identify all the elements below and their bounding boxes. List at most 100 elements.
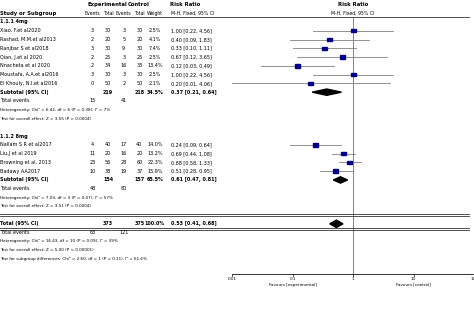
Text: 0.12 [0.03, 0.49]: 0.12 [0.03, 0.49]	[171, 63, 211, 68]
Text: 11: 11	[89, 151, 96, 156]
Text: 0.67 [0.12, 3.65]: 0.67 [0.12, 3.65]	[171, 55, 211, 59]
Text: Total events: Total events	[0, 230, 29, 235]
Text: Total: Total	[134, 11, 145, 16]
Text: 2: 2	[122, 81, 125, 86]
Text: Heterogeneity: Chi² = 16.43, df = 10 (P = 0.09); I² = 39%: Heterogeneity: Chi² = 16.43, df = 10 (P …	[0, 240, 118, 243]
Text: 20: 20	[105, 37, 111, 42]
Text: Test for overall effect: Z = 5.00 (P < 0.00001): Test for overall effect: Z = 5.00 (P < 0…	[0, 248, 94, 252]
Text: 30: 30	[105, 46, 111, 51]
Text: 13.2%: 13.2%	[147, 151, 163, 156]
Text: 1.00 [0.22, 4.56]: 1.00 [0.22, 4.56]	[171, 72, 211, 77]
Text: 40: 40	[105, 142, 111, 147]
Text: 25: 25	[105, 55, 111, 59]
Text: Nnacheta et al 2020: Nnacheta et al 2020	[0, 63, 50, 68]
Text: 34.5%: 34.5%	[146, 90, 164, 95]
Text: 20: 20	[136, 37, 143, 42]
Bar	[351, 29, 356, 32]
Text: 2.5%: 2.5%	[149, 72, 161, 77]
Text: Favours [experimental]: Favours [experimental]	[269, 283, 317, 287]
Text: 4.1%: 4.1%	[149, 37, 161, 42]
Text: Browning et al. 2013: Browning et al. 2013	[0, 160, 51, 165]
Text: Heterogeneity: Chi² = 7.03, df = 3 (P = 0.07); I² = 57%: Heterogeneity: Chi² = 7.03, df = 3 (P = …	[0, 196, 113, 199]
Text: Risk Ratio: Risk Ratio	[170, 2, 200, 7]
Text: 50: 50	[105, 81, 111, 86]
Text: Events: Events	[116, 11, 131, 16]
Text: 19: 19	[121, 169, 127, 174]
Text: 16: 16	[120, 63, 127, 68]
Text: 0.33 [0.10, 1.11]: 0.33 [0.10, 1.11]	[171, 46, 211, 51]
Text: 10: 10	[411, 277, 416, 281]
Text: Test for overall effect: Z = 3.51 (P = 0.0004): Test for overall effect: Z = 3.51 (P = 0…	[0, 204, 91, 208]
Text: Total events: Total events	[0, 99, 29, 103]
Text: 0.1: 0.1	[290, 277, 296, 281]
Text: 0.01: 0.01	[228, 277, 237, 281]
Text: Total (95% CI): Total (95% CI)	[0, 221, 38, 226]
Text: Experimental: Experimental	[88, 2, 127, 7]
Text: Heterogeneity: Chi² = 6.42, df = 6 (P = 0.38); I² = 7%: Heterogeneity: Chi² = 6.42, df = 6 (P = …	[0, 108, 110, 112]
Bar	[333, 169, 338, 173]
Text: 121: 121	[119, 230, 128, 235]
Text: 2: 2	[91, 37, 94, 42]
Bar	[340, 55, 345, 59]
Text: 0.51 [0.28, 0.95]: 0.51 [0.28, 0.95]	[171, 169, 211, 174]
Text: Nallam S R et al2017: Nallam S R et al2017	[0, 142, 52, 147]
Bar	[347, 161, 352, 164]
Text: 0.37 [0.21, 0.64]: 0.37 [0.21, 0.64]	[171, 90, 216, 95]
Text: 63: 63	[89, 230, 96, 235]
Text: 33: 33	[136, 63, 143, 68]
Text: 2.1%: 2.1%	[149, 81, 161, 86]
Text: 1.00 [0.22, 4.56]: 1.00 [0.22, 4.56]	[171, 28, 211, 33]
Text: 3: 3	[122, 72, 125, 77]
Text: 41: 41	[120, 99, 127, 103]
Text: 20: 20	[105, 151, 111, 156]
Text: 5: 5	[122, 37, 125, 42]
Text: Subtotal (95% CI): Subtotal (95% CI)	[0, 178, 48, 182]
Text: 3: 3	[122, 55, 125, 59]
Text: 30: 30	[136, 46, 143, 51]
Text: Moustafa, A.A.et al2016: Moustafa, A.A.et al2016	[0, 72, 58, 77]
Text: 15.9%: 15.9%	[147, 169, 163, 174]
Text: 100.0%: 100.0%	[145, 221, 165, 226]
Text: 38: 38	[105, 169, 111, 174]
Text: 37: 37	[136, 169, 143, 174]
Text: 0.53 [0.41, 0.68]: 0.53 [0.41, 0.68]	[171, 221, 216, 226]
Text: El Khouly, N.I.et al2016: El Khouly, N.I.et al2016	[0, 81, 57, 86]
Text: 48: 48	[89, 186, 96, 191]
Text: Total: Total	[103, 11, 113, 16]
Text: Test for subgroup differences: Chi² = 2.60, df = 1 (P = 0.11), I² = 61.6%: Test for subgroup differences: Chi² = 2.…	[0, 257, 147, 261]
Text: 154: 154	[103, 178, 113, 182]
Text: 2.5%: 2.5%	[149, 28, 161, 33]
Text: 9: 9	[122, 46, 125, 51]
Text: 157: 157	[134, 178, 145, 182]
Text: Study or Subgroup: Study or Subgroup	[0, 11, 56, 16]
Bar	[351, 73, 356, 76]
Text: Events: Events	[85, 11, 100, 16]
Text: Total events: Total events	[0, 186, 29, 191]
Text: 17: 17	[120, 142, 127, 147]
Polygon shape	[312, 89, 341, 95]
Text: 3: 3	[122, 28, 125, 33]
Text: Ranjbar S et al2018: Ranjbar S et al2018	[0, 46, 48, 51]
Text: 0.20 [0.01, 4.06]: 0.20 [0.01, 4.06]	[171, 81, 211, 86]
Text: 100: 100	[470, 277, 474, 281]
Text: 3: 3	[91, 28, 94, 33]
Text: Weight: Weight	[147, 11, 163, 16]
Text: 2.5%: 2.5%	[149, 55, 161, 59]
Text: 60: 60	[136, 160, 143, 165]
Text: 25: 25	[136, 55, 143, 59]
Text: 1.1.1 4mg: 1.1.1 4mg	[0, 20, 27, 24]
Text: 3: 3	[91, 72, 94, 77]
Text: Favours [control]: Favours [control]	[396, 283, 431, 287]
Text: Qian, J.et al 2020: Qian, J.et al 2020	[0, 55, 42, 59]
Text: 4: 4	[91, 142, 94, 147]
Text: 50: 50	[136, 81, 143, 86]
Text: 30: 30	[136, 72, 143, 77]
Text: 1: 1	[352, 277, 355, 281]
Text: 15: 15	[89, 99, 96, 103]
Bar	[321, 47, 327, 50]
Bar	[309, 82, 313, 85]
Text: 34: 34	[105, 63, 111, 68]
Polygon shape	[333, 177, 347, 183]
Text: 0.88 [0.58, 1.33]: 0.88 [0.58, 1.33]	[171, 160, 211, 165]
Text: 40: 40	[136, 142, 143, 147]
